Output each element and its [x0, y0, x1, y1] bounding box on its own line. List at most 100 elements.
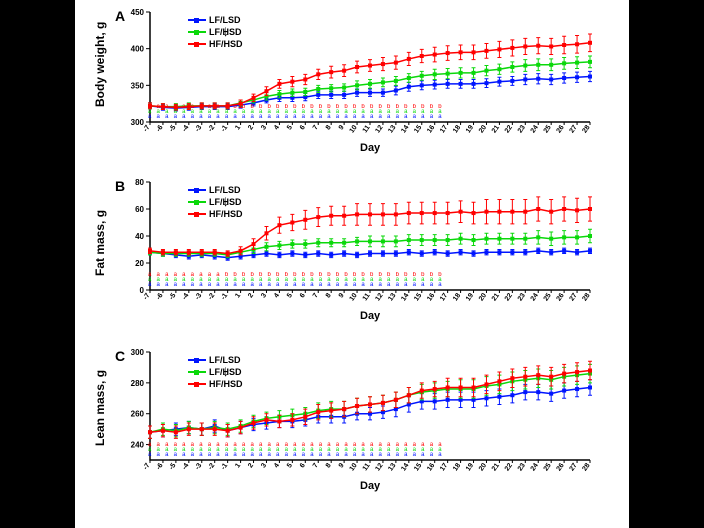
- svg-text:26: 26: [556, 292, 566, 302]
- svg-text:25: 25: [543, 124, 553, 134]
- legend-label: HF/HSD: [209, 379, 243, 389]
- svg-text:11: 11: [362, 292, 372, 302]
- svg-text:22: 22: [504, 462, 514, 472]
- svg-text:16: 16: [426, 124, 436, 134]
- svg-text:300: 300: [131, 348, 145, 357]
- svg-text:10: 10: [348, 124, 358, 134]
- svg-text:6: 6: [299, 124, 307, 131]
- svg-text:260: 260: [131, 410, 145, 419]
- svg-text:300: 300: [131, 118, 145, 127]
- svg-text:3: 3: [260, 124, 268, 131]
- svg-text:-3: -3: [194, 124, 203, 133]
- sig-row-LF_LSD-B: aaaaaaaaaaaaaaaaaaaaaaaaaaaaaaaaaaa: [148, 282, 598, 288]
- svg-text:4: 4: [273, 124, 281, 131]
- svg-text:25: 25: [543, 292, 553, 302]
- svg-text:2: 2: [247, 292, 255, 299]
- x-axis-label-A: Day: [360, 142, 380, 154]
- svg-text:20: 20: [478, 292, 488, 302]
- legend-item: LF/LSD: [188, 14, 243, 26]
- svg-text:8: 8: [325, 462, 333, 469]
- svg-text:17: 17: [439, 124, 449, 134]
- legend-item: LF/LSD: [188, 184, 243, 196]
- legend-label: HF/HSD: [209, 209, 243, 219]
- svg-text:12: 12: [374, 124, 384, 134]
- svg-text:6: 6: [299, 462, 307, 469]
- svg-text:19: 19: [465, 124, 475, 134]
- svg-text:23: 23: [517, 462, 527, 472]
- svg-text:24: 24: [530, 124, 540, 134]
- svg-text:23: 23: [517, 292, 527, 302]
- svg-text:3: 3: [260, 292, 268, 299]
- svg-text:60: 60: [135, 205, 144, 214]
- svg-text:3: 3: [260, 462, 268, 469]
- svg-text:-4: -4: [181, 462, 190, 471]
- svg-text:14: 14: [400, 292, 410, 302]
- svg-text:-6: -6: [155, 124, 164, 133]
- svg-text:240: 240: [131, 441, 145, 450]
- panel-B: BFat mass, g020406080-7-6-5-4-3-2-112345…: [75, 172, 629, 340]
- svg-text:2: 2: [247, 462, 255, 469]
- svg-text:7: 7: [312, 462, 320, 469]
- svg-text:280: 280: [131, 379, 145, 388]
- svg-text:28: 28: [581, 292, 591, 302]
- svg-text:20: 20: [478, 124, 488, 134]
- x-axis-label-B: Day: [360, 310, 380, 322]
- svg-text:-5: -5: [168, 462, 177, 471]
- svg-text:-5: -5: [168, 124, 177, 133]
- svg-text:18: 18: [452, 124, 462, 134]
- svg-text:25: 25: [543, 462, 553, 472]
- legend-label: LF/LSD: [209, 185, 241, 195]
- svg-text:-2: -2: [207, 462, 216, 471]
- svg-text:16: 16: [426, 292, 436, 302]
- svg-text:4: 4: [273, 292, 281, 299]
- figure-inner: ABody weight, g300350400450-7-6-5-4-3-2-…: [75, 0, 629, 528]
- svg-text:1: 1: [234, 462, 242, 469]
- svg-text:13: 13: [387, 124, 397, 134]
- svg-text:8: 8: [325, 292, 333, 299]
- plot-svg-A: 300350400450-7-6-5-4-3-2-112345678910111…: [75, 0, 629, 170]
- svg-text:10: 10: [348, 462, 358, 472]
- svg-text:7: 7: [312, 124, 320, 131]
- svg-text:27: 27: [568, 124, 578, 134]
- svg-text:9: 9: [338, 462, 346, 469]
- svg-text:350: 350: [131, 81, 145, 90]
- svg-text:24: 24: [530, 462, 540, 472]
- svg-text:5: 5: [286, 462, 294, 469]
- svg-text:-3: -3: [194, 462, 203, 471]
- svg-text:15: 15: [413, 292, 423, 302]
- figure-container: ABody weight, g300350400450-7-6-5-4-3-2-…: [0, 0, 704, 528]
- svg-text:4: 4: [273, 462, 281, 469]
- svg-text:16: 16: [426, 462, 436, 472]
- svg-text:26: 26: [556, 462, 566, 472]
- svg-text:6: 6: [299, 292, 307, 299]
- svg-text:21: 21: [491, 462, 501, 472]
- svg-text:18: 18: [452, 462, 462, 472]
- svg-text:18: 18: [452, 292, 462, 302]
- svg-text:21: 21: [491, 292, 501, 302]
- svg-text:-7: -7: [142, 462, 151, 471]
- svg-text:14: 14: [400, 462, 410, 472]
- legend-label: LF/LSD: [209, 15, 241, 25]
- legend-item: LF/HSD: [188, 196, 243, 208]
- svg-text:10: 10: [348, 292, 358, 302]
- svg-text:450: 450: [131, 8, 145, 17]
- legend-item: HF/HSD: [188, 38, 243, 50]
- svg-text:-1: -1: [220, 292, 229, 301]
- legend-item: LF/HSD: [188, 366, 243, 378]
- legend-label: HF/HSD: [209, 39, 243, 49]
- legend-label: LF/LSD: [209, 355, 241, 365]
- svg-text:-1: -1: [220, 124, 229, 133]
- svg-text:40: 40: [135, 232, 144, 241]
- svg-text:-2: -2: [207, 292, 216, 301]
- sig-row-LF_LSD-A: aaaaaaaaaaaaaaaaaaaaaaaaaaaaaaaaaaa: [148, 114, 598, 120]
- legend-B: LF/LSDLF/HSDHF/HSD: [188, 184, 243, 220]
- svg-text:28: 28: [581, 124, 591, 134]
- svg-text:-4: -4: [181, 292, 190, 301]
- legend-label: LF/HSD: [209, 367, 242, 377]
- legend-A: LF/LSDLF/HSDHF/HSD: [188, 14, 243, 50]
- x-axis-label-C: Day: [360, 480, 380, 492]
- svg-text:1: 1: [234, 292, 242, 299]
- svg-text:1: 1: [234, 124, 242, 131]
- svg-text:15: 15: [413, 462, 423, 472]
- svg-text:2: 2: [247, 124, 255, 131]
